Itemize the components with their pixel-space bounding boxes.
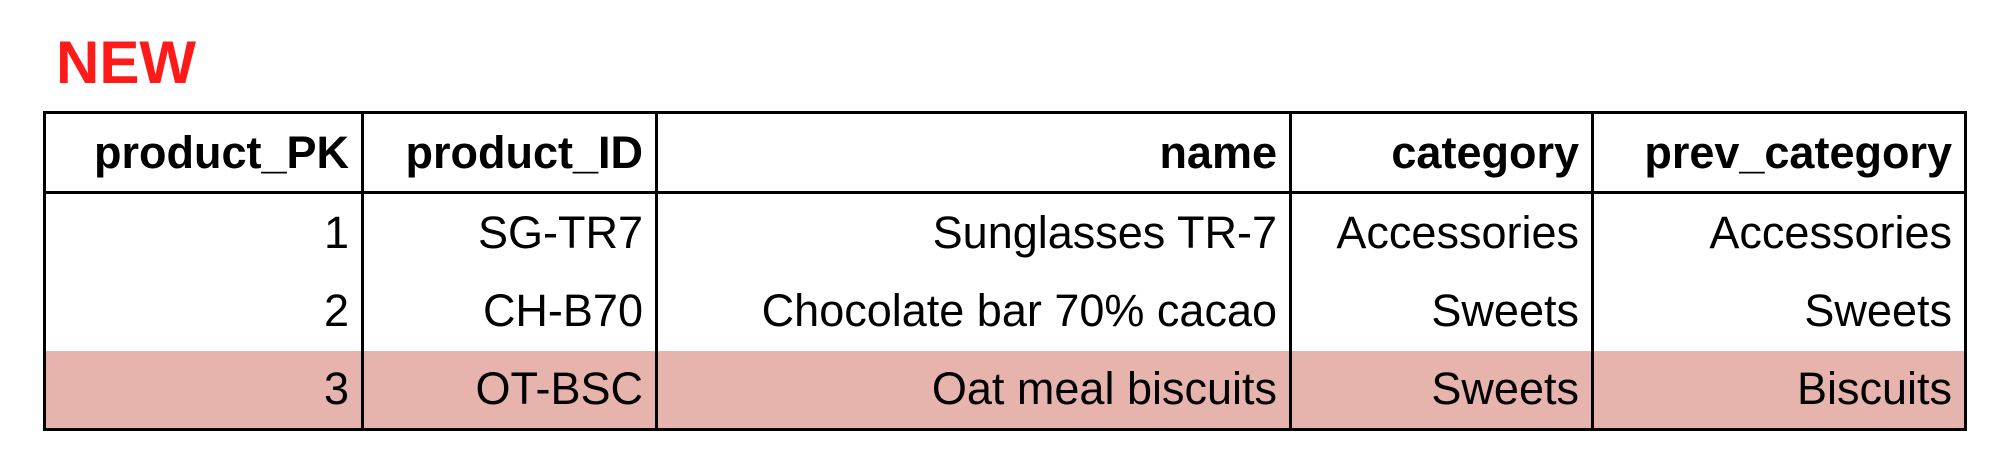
cell-product-pk: 1	[43, 192, 364, 272]
cell-name: Chocolate bar 70% cacao	[655, 271, 1292, 351]
cell-product-id: CH-B70	[361, 271, 658, 351]
table-row: 2 CH-B70 Chocolate bar 70% cacao Sweets …	[43, 271, 1967, 351]
cell-product-id: OT-BSC	[361, 350, 658, 431]
table-row-highlighted: 3 OT-BSC Oat meal biscuits Sweets Biscui…	[43, 350, 1967, 431]
cell-category: Sweets	[1289, 350, 1594, 431]
column-header-product-id: product_ID	[361, 111, 658, 194]
cell-product-pk: 3	[43, 350, 364, 431]
cell-prev-category: Biscuits	[1591, 350, 1967, 431]
cell-name: Sunglasses TR-7	[655, 192, 1292, 272]
cell-category: Sweets	[1289, 271, 1594, 351]
column-header-prev-category: prev_category	[1591, 111, 1967, 194]
cell-product-pk: 2	[43, 271, 364, 351]
cell-product-id: SG-TR7	[361, 192, 658, 272]
page-title: NEW	[56, 29, 196, 96]
column-header-product-pk: product_PK	[43, 111, 364, 194]
products-table: product_PK product_ID name category prev…	[43, 111, 1967, 431]
cell-prev-category: Sweets	[1591, 271, 1967, 351]
cell-name: Oat meal biscuits	[655, 350, 1292, 431]
table-row: 1 SG-TR7 Sunglasses TR-7 Accessories Acc…	[43, 192, 1967, 272]
cell-prev-category: Accessories	[1591, 192, 1967, 272]
column-header-name: name	[655, 111, 1292, 194]
cell-category: Accessories	[1289, 192, 1594, 272]
column-header-category: category	[1289, 111, 1594, 194]
table-header-row: product_PK product_ID name category prev…	[43, 111, 1967, 194]
